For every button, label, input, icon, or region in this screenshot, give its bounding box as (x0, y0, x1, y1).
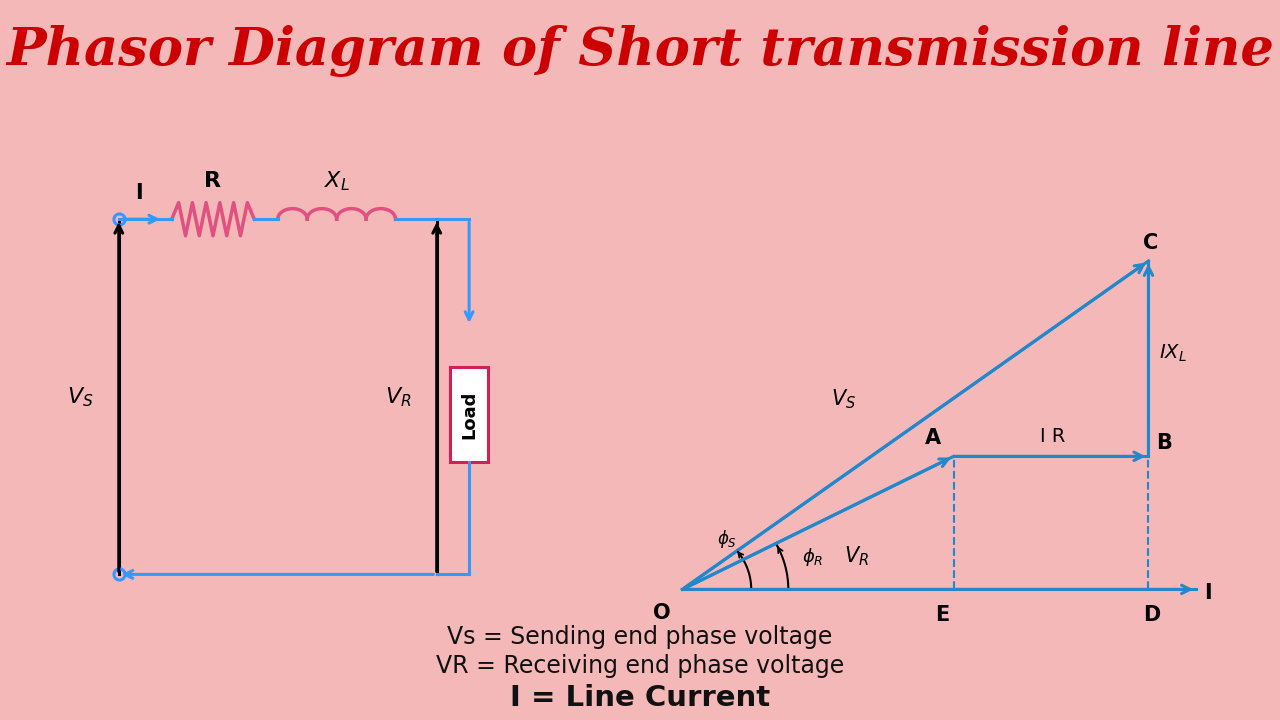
Text: $V_S$: $V_S$ (831, 387, 856, 411)
Text: $V_R$: $V_R$ (845, 544, 869, 567)
Text: Vs = Sending end phase voltage: Vs = Sending end phase voltage (447, 625, 833, 649)
Text: $V_R$: $V_R$ (385, 385, 412, 409)
Text: A: A (924, 428, 941, 448)
Text: $X_L$: $X_L$ (324, 169, 349, 192)
Text: $\phi_R$: $\phi_R$ (801, 546, 823, 569)
Text: I R: I R (1041, 427, 1066, 446)
Text: B: B (1156, 433, 1172, 453)
Text: $V_S$: $V_S$ (68, 385, 93, 409)
Text: I: I (1204, 583, 1212, 603)
Text: E: E (936, 605, 950, 625)
Text: VR = Receiving end phase voltage: VR = Receiving end phase voltage (436, 654, 844, 678)
Text: I = Line Current: I = Line Current (509, 685, 771, 712)
Text: R: R (205, 171, 221, 191)
FancyBboxPatch shape (451, 367, 488, 462)
Text: O: O (653, 603, 671, 623)
Text: Phasor Diagram of Short transmission line: Phasor Diagram of Short transmission lin… (6, 24, 1274, 76)
Text: I: I (136, 183, 143, 202)
Text: $IX_L$: $IX_L$ (1160, 343, 1187, 364)
Text: D: D (1143, 605, 1161, 625)
Text: Load: Load (460, 390, 479, 438)
Text: C: C (1143, 233, 1158, 253)
Text: $\phi_S$: $\phi_S$ (717, 528, 737, 550)
